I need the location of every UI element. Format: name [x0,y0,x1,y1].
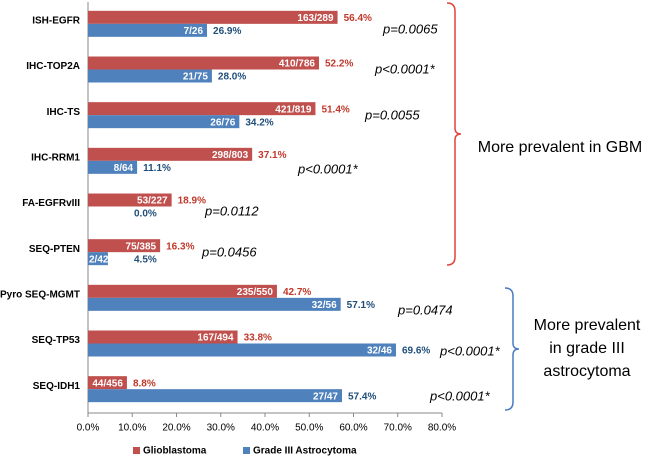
category-label: IHC-TS [47,107,81,118]
legend-label: Glioblastoma [143,446,207,457]
value-label: 11.1% [143,163,171,174]
fraction-label: 421/819 [275,104,312,115]
fraction-label: 235/550 [237,287,274,298]
value-label: 18.9% [178,196,206,207]
fraction-label: 298/803 [212,150,249,161]
value-label: 37.1% [258,150,286,161]
fraction-label: 53/227 [137,196,168,207]
fraction-label: 8/64 [114,163,134,174]
value-label: 56.4% [344,13,372,24]
bar [88,56,319,70]
x-tick-label: 0.0% [77,423,100,434]
annotation: More prevalent [534,317,641,334]
bar [88,297,341,311]
category-label: IHC-RRM1 [31,152,80,163]
fraction-label: 75/385 [126,241,157,252]
fraction-label: 32/56 [312,300,337,311]
p-value: p<0.0001* [374,61,436,76]
p-value: p=0.0112 [204,203,259,218]
p-value: p=0.0055 [364,107,420,122]
bar [88,376,127,390]
category-label: SEQ-TP53 [32,335,81,346]
legend-label: Grade III Astrocytoma [253,446,357,457]
value-label: 16.3% [166,241,194,252]
fraction-label: 163/289 [297,13,334,24]
x-tick-label: 60.0% [339,423,367,434]
category-label: SEQ-PTEN [29,244,80,255]
bar [88,115,240,129]
bar [88,343,396,357]
p-value: p=0.0456 [201,244,257,259]
fraction-label: 32/46 [367,346,392,357]
fraction-label: 26/76 [210,117,235,128]
p-value: p<0.0001* [439,343,501,358]
value-label: 26.9% [213,26,241,37]
fraction-label: 44/456 [92,378,123,389]
bar [88,284,277,298]
x-tick-label: 80.0% [428,423,456,434]
value-label: 52.2% [325,59,353,70]
x-tick-label: 70.0% [384,423,412,434]
category-label: SEQ-IDH1 [33,381,81,392]
bar [88,69,212,83]
category-label: IHC-TOP2A [26,61,80,72]
legend-swatch [243,447,250,454]
fraction-label: 410/786 [279,59,316,70]
bar [88,330,238,344]
x-tick-label: 10.0% [118,423,146,434]
x-tick-label: 20.0% [162,423,190,434]
p-value: p<0.0001* [429,388,491,403]
bar [88,147,253,161]
value-label: 51.4% [321,104,349,115]
value-label: 57.4% [348,391,376,402]
fraction-label: 0/25 [96,209,116,220]
x-tick-label: 40.0% [251,423,279,434]
fraction-label: 21/75 [183,72,208,83]
p-value: p<0.0001* [297,161,359,176]
category-label: FA-EGFRvIII [22,198,80,209]
annotation: in grade III [549,340,625,357]
brace [504,287,520,411]
x-tick-label: 30.0% [207,423,235,434]
bar [88,389,342,403]
p-value: p=0.0065 [382,21,438,36]
value-label: 69.6% [402,346,430,357]
value-label: 4.5% [134,254,157,265]
value-label: 34.2% [245,117,273,128]
fraction-label: 27/47 [313,391,338,402]
fraction-label: 2/42 [89,254,109,265]
value-label: 42.7% [283,287,311,298]
annotation: astrocytoma [543,363,630,380]
bar [88,23,208,37]
bar [88,193,172,207]
bar [88,252,108,266]
bar [88,102,316,116]
value-label: 0.0% [134,209,157,220]
bar [88,239,161,253]
category-label: Pyro SEQ-MGMT [0,289,80,300]
value-label: 28.0% [218,72,246,83]
category-label: ISH-EGFR [32,15,81,26]
value-label: 57.1% [347,300,375,311]
bar [88,10,338,24]
legend-swatch [133,447,140,454]
x-tick-label: 50.0% [295,423,323,434]
p-value: p=0.0474 [397,302,453,317]
value-label: 33.8% [244,333,272,344]
fraction-label: 7/26 [184,26,204,37]
fraction-label: 167/494 [197,333,234,344]
value-label: 8.8% [133,378,156,389]
bar [88,160,138,174]
annotation: More prevalent in GBM [478,139,643,156]
brace [446,2,462,266]
